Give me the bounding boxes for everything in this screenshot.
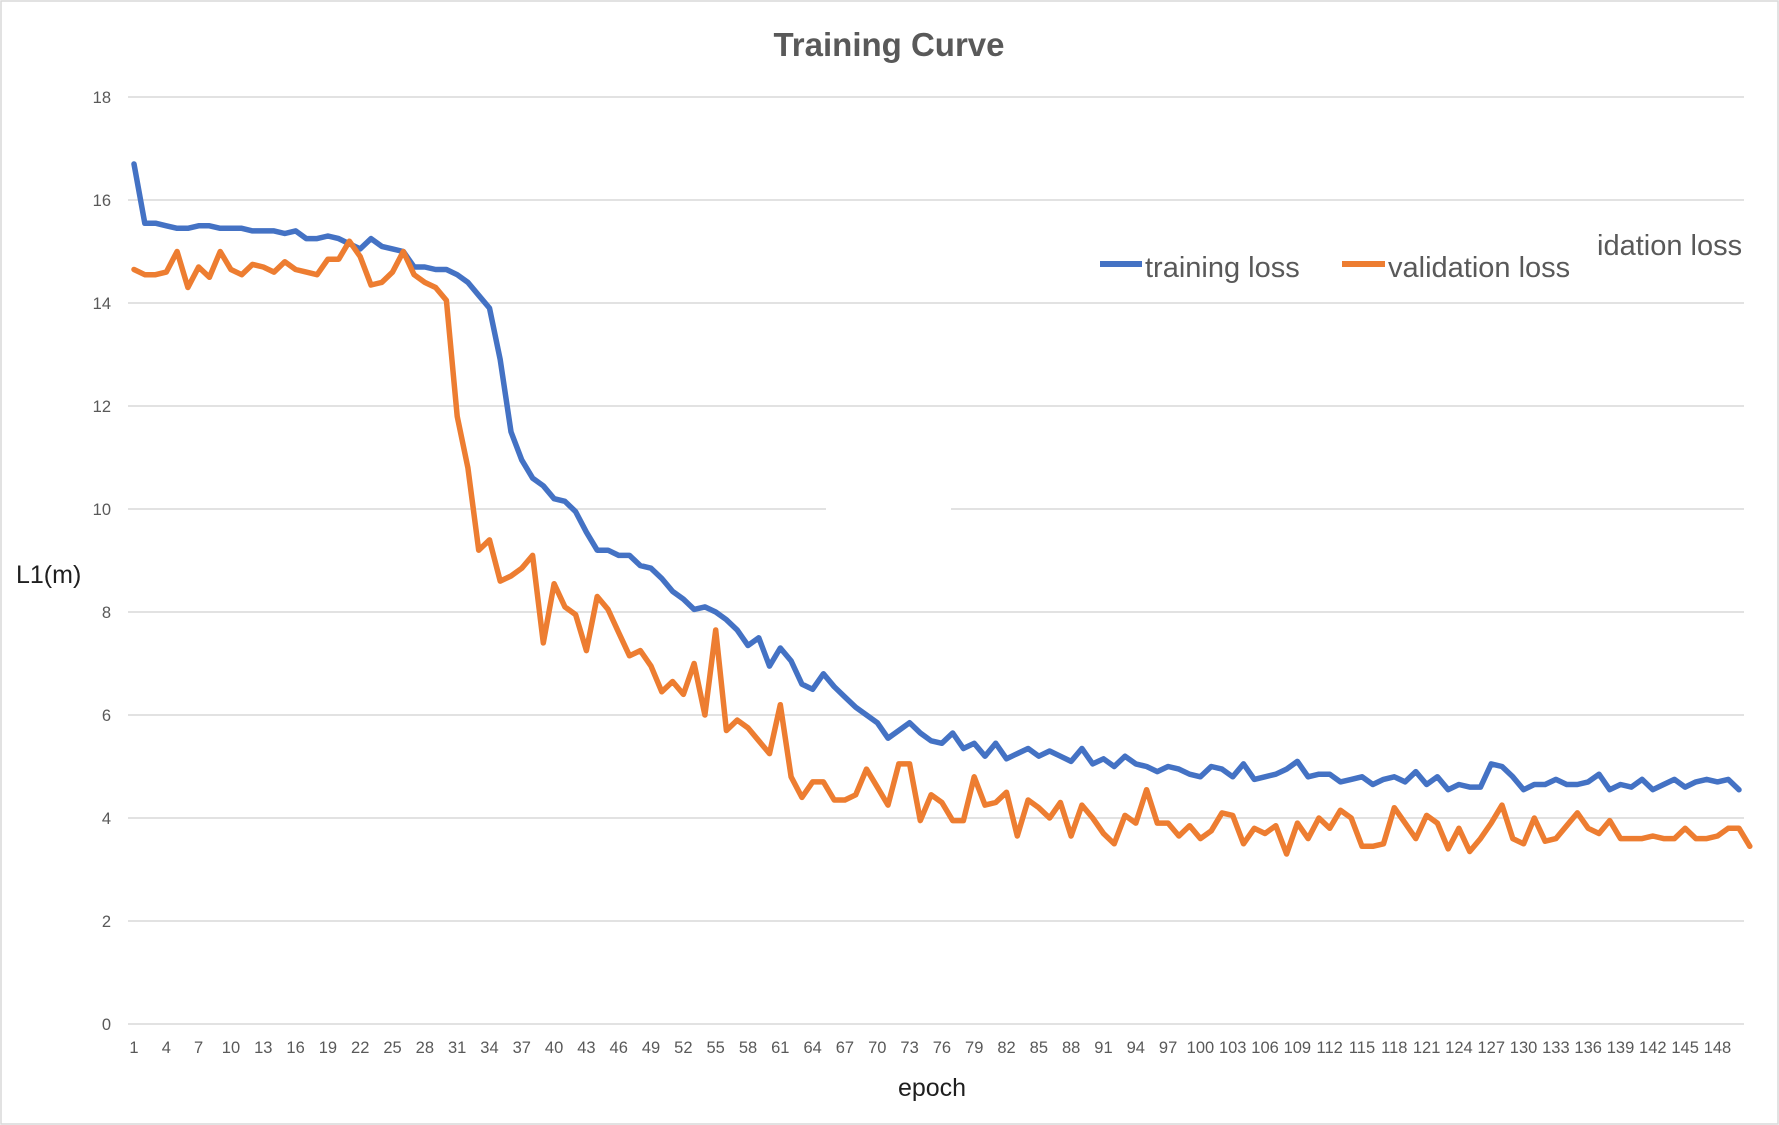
x-tick-label: 61 [771,1039,789,1057]
x-tick-label: 31 [448,1039,466,1057]
legend-stray-label: idation loss [1597,230,1742,262]
x-tick-label: 49 [642,1039,660,1057]
x-tick-label: 118 [1381,1039,1407,1057]
x-tick-label: 70 [868,1039,886,1057]
x-tick-label: 4 [162,1039,171,1057]
gridlines [128,96,1744,1025]
y-tick-label: 2 [102,913,111,931]
x-tick-label: 73 [900,1039,918,1057]
x-tick-label: 121 [1413,1039,1441,1057]
x-tick-label: 1 [129,1039,138,1057]
y-tick-label: 0 [102,1016,111,1034]
x-tick-label: 145 [1671,1039,1699,1057]
x-tick-label: 37 [513,1039,531,1057]
x-tick-label: 124 [1445,1039,1473,1057]
x-axis-ticks: 1 4 7 10 13 16 19 22 25 28 31 34 37 40 43 46 49 52 55 58 61 6… [129,1039,1731,1057]
x-tick-label: 19 [319,1039,337,1057]
y-tick-label: 12 [93,398,111,416]
y-tick-label: 8 [102,604,111,622]
series-lines [131,161,1753,857]
y-tick-label: 14 [93,295,111,313]
x-tick-label: 22 [351,1039,369,1057]
y-axis-ticks: 0 2 4 6 8 10 12 14 16 18 [93,89,111,1034]
x-tick-label: 148 [1704,1039,1732,1057]
x-tick-label: 34 [480,1039,498,1057]
x-tick-label: 64 [803,1039,821,1057]
chart-title: Training Curve [773,26,1004,63]
x-tick-label: 109 [1284,1039,1312,1057]
x-tick-label: 100 [1187,1039,1215,1057]
y-axis-label: L1(m) [16,561,81,589]
x-tick-label: 43 [577,1039,595,1057]
x-tick-label: 106 [1251,1039,1279,1057]
x-tick-label: 16 [286,1039,304,1057]
x-tick-label: 58 [739,1039,757,1057]
x-tick-label: 79 [965,1039,983,1057]
y-tick-label: 18 [93,89,111,107]
x-tick-label: 52 [674,1039,692,1057]
x-tick-label: 136 [1574,1039,1602,1057]
x-tick-label: 139 [1607,1039,1635,1057]
x-tick-label: 82 [997,1039,1015,1057]
x-tick-label: 28 [416,1039,434,1057]
x-tick-label: 88 [1062,1039,1080,1057]
x-tick-label: 97 [1159,1039,1177,1057]
y-tick-label: 6 [102,707,111,725]
y-tick-label: 4 [102,810,111,828]
x-tick-label: 127 [1477,1039,1505,1057]
x-tick-label: 25 [383,1039,401,1057]
x-tick-label: 130 [1510,1039,1538,1057]
x-tick-label: 67 [836,1039,854,1057]
series-line-validation-loss [131,238,1753,857]
x-tick-label: 115 [1349,1039,1375,1057]
legend-label-training: training loss [1145,252,1300,284]
legend-label-validation: validation loss [1388,252,1570,284]
x-axis-label: epoch [898,1074,966,1102]
x-tick-label: 133 [1542,1039,1570,1057]
x-tick-label: 85 [1030,1039,1048,1057]
x-tick-label: 94 [1127,1039,1145,1057]
x-tick-label: 76 [933,1039,951,1057]
x-tick-label: 103 [1219,1039,1247,1057]
x-tick-label: 91 [1094,1039,1112,1057]
x-tick-label: 40 [545,1039,563,1057]
x-tick-label: 13 [254,1039,272,1057]
legend: training loss validation loss idation lo… [1100,230,1742,284]
x-tick-label: 10 [222,1039,240,1057]
x-tick-label: 46 [610,1039,628,1057]
x-tick-label: 55 [706,1039,724,1057]
x-tick-label: 7 [194,1039,203,1057]
x-tick-label: 142 [1639,1039,1667,1057]
x-tick-label: 112 [1317,1039,1343,1057]
y-tick-label: 10 [93,501,111,519]
y-tick-label: 16 [93,192,111,210]
